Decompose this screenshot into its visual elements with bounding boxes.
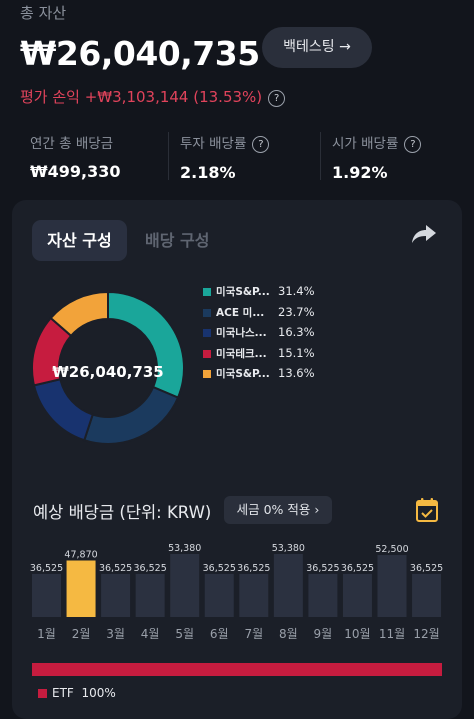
- asset-type-bar: [32, 663, 442, 676]
- bar-value-label: 36,525: [410, 563, 443, 574]
- legend-name: 미국S&P...: [216, 368, 270, 380]
- tax-toggle-button[interactable]: 세금 0% 적용 ›: [224, 496, 332, 524]
- stat-market-yield: 시가 배당률? 1.92%: [332, 132, 474, 182]
- legend-percent: 15.1%: [278, 345, 315, 360]
- bar-value-label: 52,500: [375, 544, 408, 555]
- bar-4[interactable]: [135, 573, 165, 617]
- asset-type-percent: 100%: [81, 686, 116, 700]
- legend-percent: 16.3%: [278, 325, 315, 339]
- bar-5[interactable]: [170, 554, 200, 617]
- donut-slice-1[interactable]: [107, 292, 184, 399]
- bar-value-label: 36,525: [134, 563, 167, 574]
- profit-loss-text: 평가 손익 +₩3,103,144 (13.53%): [20, 88, 263, 106]
- month-label: 5월: [175, 627, 194, 641]
- asset-type-legend: ETF 100%: [38, 686, 116, 700]
- total-assets-label: 총 자산: [20, 4, 67, 22]
- expected-dividend-title: 예상 배당금 (단위: KRW): [33, 503, 212, 522]
- stat-value: 2.18%: [180, 163, 236, 182]
- month-label: 10월: [344, 627, 370, 641]
- bar-value-label: 36,525: [30, 563, 63, 574]
- legend-percent: 23.7%: [278, 304, 315, 319]
- monthly-dividend-chart: 36,525 1월 47,870 2월 36,525 3월 36,525 4월 53,380 5월…: [30, 543, 443, 641]
- bar-3[interactable]: [101, 573, 131, 617]
- portfolio-panel: [12, 200, 462, 719]
- profit-loss: 평가 손익 +₩3,103,144 (13.53%)?: [20, 86, 286, 107]
- month-label: 2월: [72, 627, 91, 641]
- bar-value-label: 36,525: [203, 563, 236, 574]
- bar-value-label: 47,870: [64, 550, 97, 561]
- donut-center-value: ₩26,040,735: [52, 363, 163, 381]
- legend-name: 미국테크...: [216, 347, 267, 360]
- bar-9[interactable]: [308, 573, 338, 617]
- stat-value: ₩499,330: [30, 162, 121, 181]
- total-assets-value: ₩26,040,735: [20, 34, 260, 73]
- month-label: 11월: [379, 627, 405, 641]
- legend-swatch: [203, 288, 211, 296]
- asset-donut-chart: ₩26,040,735: [32, 292, 184, 444]
- donut-slice-5[interactable]: [49, 292, 109, 338]
- legend-percent: 13.6%: [278, 366, 315, 380]
- share-icon[interactable]: [410, 222, 438, 250]
- legend-name: ACE 미...: [216, 306, 265, 319]
- help-icon[interactable]: ?: [268, 90, 286, 107]
- legend-swatch: [38, 689, 47, 698]
- bar-value-label: 36,525: [306, 563, 339, 574]
- bar-7[interactable]: [239, 573, 269, 617]
- stat-label: 연간 총 배당금: [30, 136, 114, 152]
- bar-2[interactable]: [66, 560, 96, 617]
- bar-value-label: 53,380: [272, 543, 305, 554]
- month-label: 3월: [106, 627, 125, 641]
- divider: [320, 132, 321, 180]
- backtest-button[interactable]: 백테스팅 →: [262, 27, 372, 68]
- donut-slice-3[interactable]: [32, 378, 94, 442]
- month-label: 12월: [413, 627, 439, 641]
- month-label: 9월: [314, 627, 333, 641]
- stat-label: 투자 배당률: [180, 136, 247, 152]
- legend-percent: 31.4%: [278, 284, 315, 298]
- bar-value-label: 36,525: [237, 563, 270, 574]
- bar-value-label: 36,525: [341, 563, 374, 574]
- bar-10[interactable]: [342, 573, 372, 617]
- stat-annual-dividend: 연간 총 배당금 ₩499,330: [30, 132, 180, 181]
- asset-type-label: ETF: [52, 686, 74, 700]
- legend-item: 미국나스... 16.3%: [203, 325, 323, 346]
- legend-swatch: [203, 349, 211, 358]
- bar-value-label: 53,380: [168, 543, 201, 554]
- month-label: 4월: [141, 627, 160, 641]
- bar-12[interactable]: [412, 573, 442, 617]
- bar-11[interactable]: [377, 555, 407, 617]
- stat-label: 시가 배당률: [332, 136, 399, 152]
- calendar-icon[interactable]: [415, 497, 439, 527]
- legend-item: ACE 미... 23.7%: [203, 305, 323, 326]
- legend-swatch: [203, 329, 211, 337]
- donut-slice-2[interactable]: [83, 385, 180, 444]
- month-label: 1월: [37, 627, 56, 641]
- legend-swatch: [203, 308, 211, 317]
- legend-item: 미국S&P... 13.6%: [203, 366, 323, 387]
- tab-dividend-composition[interactable]: 배당 구성: [145, 231, 210, 250]
- composition-legend: 미국S&P... 31.4% ACE 미... 23.7% 미국나스... 16…: [203, 284, 323, 387]
- legend-name: 미국S&P...: [216, 286, 270, 298]
- month-label: 7월: [244, 627, 263, 641]
- legend-item: 미국테크... 15.1%: [203, 346, 323, 367]
- help-icon[interactable]: ?: [404, 136, 422, 153]
- month-label: 8월: [279, 627, 298, 641]
- bar-8[interactable]: [273, 554, 303, 617]
- stat-value: 1.92%: [332, 163, 388, 182]
- bar-6[interactable]: [204, 573, 234, 617]
- legend-item: 미국S&P... 31.4%: [203, 284, 323, 305]
- bar-value-label: 36,525: [99, 563, 132, 574]
- legend-name: 미국나스...: [216, 327, 267, 339]
- tab-asset-composition[interactable]: 자산 구성: [32, 220, 127, 261]
- legend-swatch: [203, 370, 211, 378]
- stat-investment-yield: 투자 배당률? 2.18%: [180, 132, 330, 182]
- help-icon[interactable]: ?: [252, 136, 270, 153]
- month-label: 6월: [210, 627, 229, 641]
- divider: [168, 132, 169, 180]
- bar-1[interactable]: [32, 573, 61, 617]
